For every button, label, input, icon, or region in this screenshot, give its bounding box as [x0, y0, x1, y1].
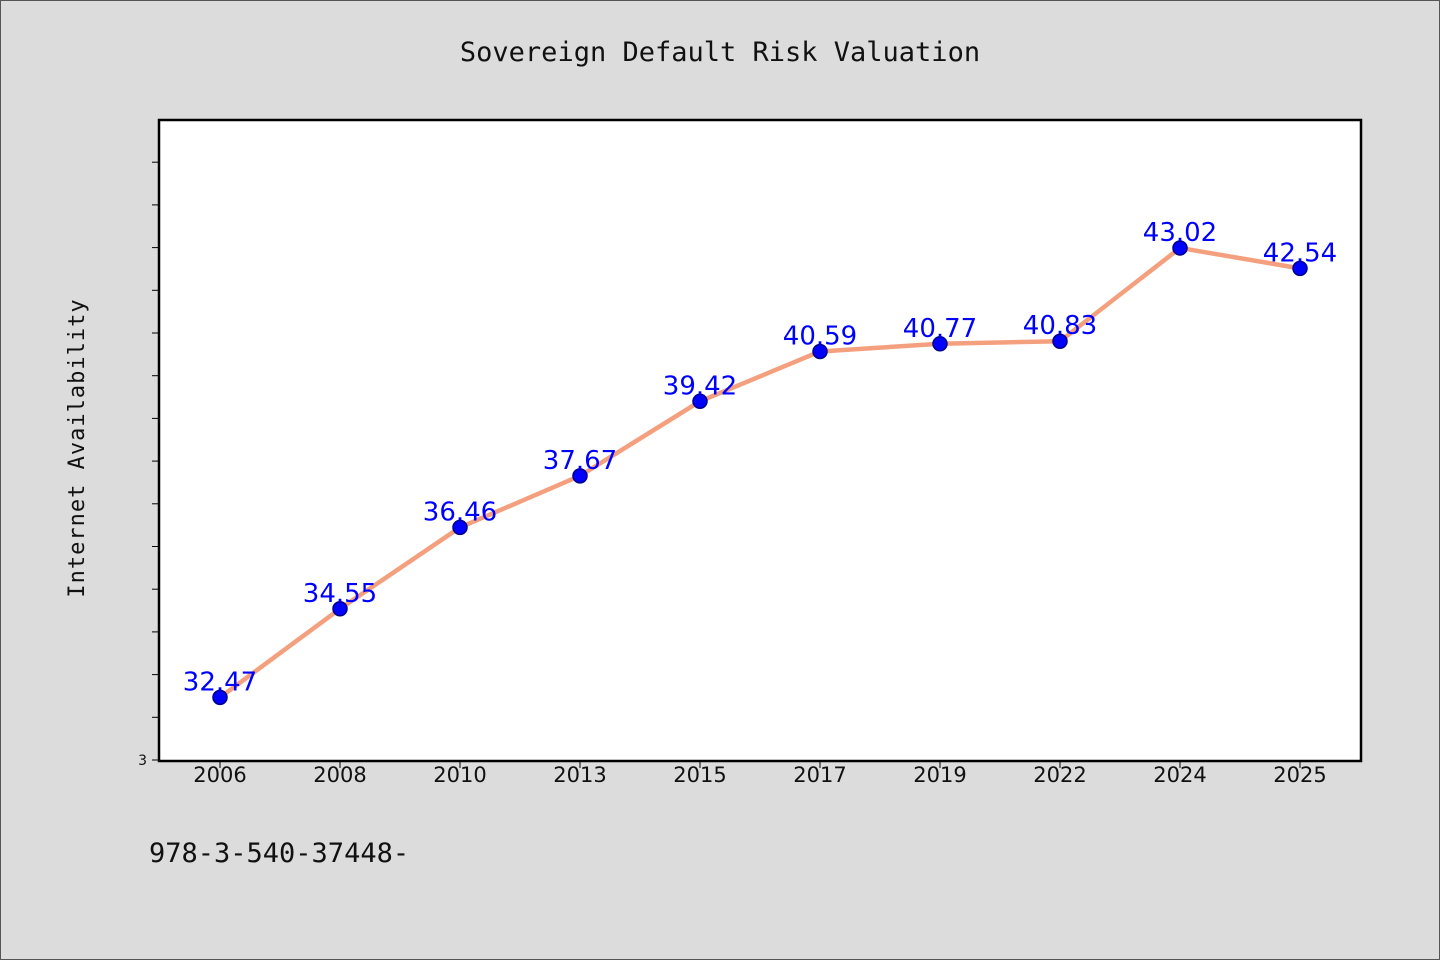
data-point-marker: [572, 468, 588, 484]
data-label: 40.77: [903, 314, 977, 344]
data-point-marker: [332, 601, 348, 617]
data-point-marker: [1292, 260, 1308, 277]
x-tick-label: 2015: [673, 763, 726, 787]
plot-area: [157, 118, 1363, 763]
x-tick-label: 2017: [793, 763, 846, 787]
x-tick-label: 2022: [1033, 763, 1086, 787]
data-label: 32.47: [183, 667, 257, 697]
data-label: 34.55: [303, 579, 377, 609]
footnote: 978-3-540-37448-: [149, 838, 409, 869]
data-label: 37.67: [543, 446, 617, 476]
y-axis-label: Internet Availability: [65, 298, 90, 597]
data-point-marker: [692, 393, 708, 410]
x-axis: 2006 2008 2010 2013 2015 2017 2019 2022 2024 2025: [193, 760, 1327, 787]
data-label: 40.59: [783, 321, 857, 351]
data-label: 39.42: [663, 371, 737, 401]
data-point-marker: [452, 519, 468, 536]
data-label: 36.46: [423, 497, 497, 527]
data-label: 43.02: [1143, 218, 1217, 248]
y-axis: 3: [138, 161, 160, 769]
data-point-marker: [1172, 240, 1188, 256]
markers-group: [212, 240, 1308, 706]
x-tick-label: 2025: [1273, 763, 1326, 787]
data-point-marker: [932, 336, 948, 352]
data-point-marker: [1052, 333, 1068, 349]
series-line: [217, 245, 1303, 700]
data-labels-group: 32.47 34.55 36.46 37.67 39.42 40.59 40.77 40.83…: [183, 218, 1337, 697]
data-label: 42.54: [1263, 238, 1337, 268]
x-tick-label: 2013: [553, 763, 606, 787]
data-point-marker: [812, 343, 828, 360]
x-tick-label: 2024: [1153, 763, 1206, 787]
y-tick-label: 3: [138, 753, 147, 769]
series-line-group: [217, 245, 1303, 700]
chart-title: Sovereign Default Risk Valuation: [460, 37, 980, 68]
x-tick-label: 2019: [913, 763, 966, 787]
x-tick-label: 2010: [433, 763, 486, 787]
data-point-marker: [212, 689, 228, 706]
data-label: 40.83: [1023, 311, 1097, 341]
x-tick-label: 2006: [193, 763, 246, 787]
x-tick-label: 2008: [313, 763, 366, 787]
